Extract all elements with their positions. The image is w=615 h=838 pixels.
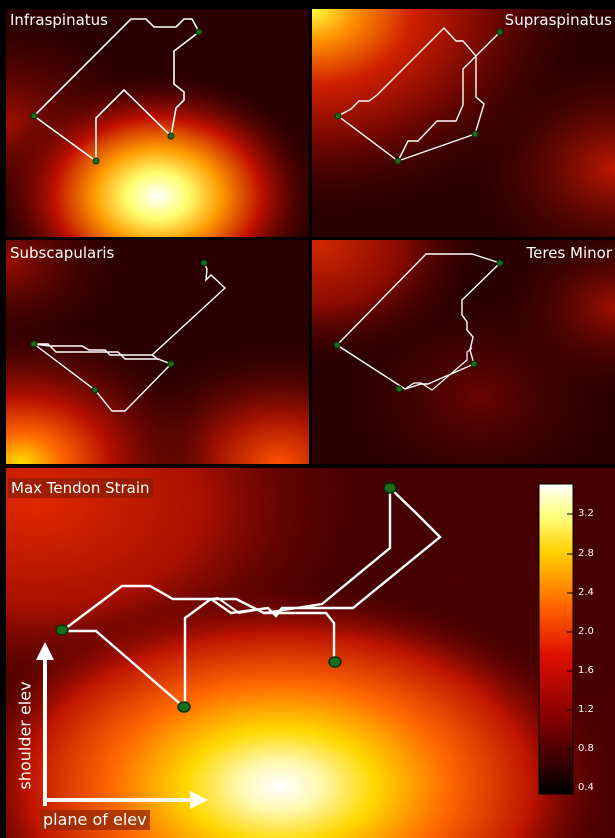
waypoint-marker (496, 28, 504, 36)
axis-arrows (36, 642, 208, 809)
panel-title-teres-minor: Teres Minor (526, 244, 612, 262)
waypoint-marker (167, 360, 175, 368)
colorbar-tick-label: 2.8 (578, 548, 594, 559)
panel-subscapularis: Subscapularis (6, 240, 309, 464)
colorbar-tick-label: 2.0 (578, 626, 594, 637)
panel-supraspinatus: Supraspinatus (312, 9, 615, 237)
heatmap-max-tendon-strain (6, 468, 615, 838)
colorbar-tick-label: 1.2 (578, 704, 594, 715)
colorbar-tick-label: 1.6 (578, 665, 594, 676)
path-subscapularis-branch (33, 262, 227, 356)
waypoint-marker (167, 132, 175, 140)
colorbar-tick-label: 3.2 (578, 508, 594, 519)
waypoint-marker (470, 360, 478, 368)
waypoint-marker (394, 157, 402, 165)
path-subscapularis-link (151, 354, 159, 360)
path-teres-minor-branch (404, 347, 473, 391)
colorbar-ticks (567, 513, 573, 789)
waypoint-marker (471, 130, 479, 138)
heatmap-teres-minor (312, 240, 615, 464)
waypoint-marker (328, 656, 342, 668)
panel-title-supraspinatus: Supraspinatus (504, 11, 612, 29)
waypoint-marker (91, 386, 99, 394)
waypoint-marker (30, 340, 38, 348)
waypoint-marker (195, 28, 203, 36)
panel-max-tendon-strain: Max Tendon Strain 3.2 2.8 2.4 2.0 1.6 1.… (6, 468, 615, 838)
y-axis-label: shoulder elev (15, 681, 35, 790)
colorbar (538, 483, 574, 795)
heatmap-supraspinatus (312, 9, 615, 237)
waypoint-marker (496, 259, 504, 267)
path-supraspinatus (337, 26, 485, 162)
waypoint-marker (334, 112, 342, 120)
colorbar-tick-label: 0.8 (578, 743, 594, 754)
waypoint-marker (395, 385, 403, 393)
panel-infraspinatus: Infraspinatus (6, 9, 309, 237)
path-max-tendon-strain (61, 584, 336, 662)
path-supraspinatus-branch (397, 31, 501, 162)
path-infraspinatus (33, 18, 201, 163)
heatmap-infraspinatus (6, 9, 309, 237)
heatmap-subscapularis (6, 240, 309, 464)
panel-title-max-tendon-strain: Max Tendon Strain (8, 478, 153, 498)
panel-teres-minor: Teres Minor (312, 240, 615, 464)
colorbar-tick-label: 2.4 (578, 587, 594, 598)
path-max-tendon-strain-branch-c (210, 596, 269, 615)
waypoint-marker (177, 701, 191, 713)
waypoint-marker (333, 341, 341, 349)
waypoint-marker (55, 624, 69, 636)
waypoint-marker (200, 259, 208, 267)
panel-title-infraspinatus: Infraspinatus (10, 11, 108, 29)
colorbar-tick-label: 0.4 (578, 782, 594, 793)
panel-title-subscapularis: Subscapularis (10, 244, 115, 262)
x-axis-label: plane of elev (40, 810, 150, 830)
waypoint-marker (92, 157, 100, 165)
waypoint-marker (30, 112, 38, 120)
waypoint-marker (383, 482, 397, 494)
